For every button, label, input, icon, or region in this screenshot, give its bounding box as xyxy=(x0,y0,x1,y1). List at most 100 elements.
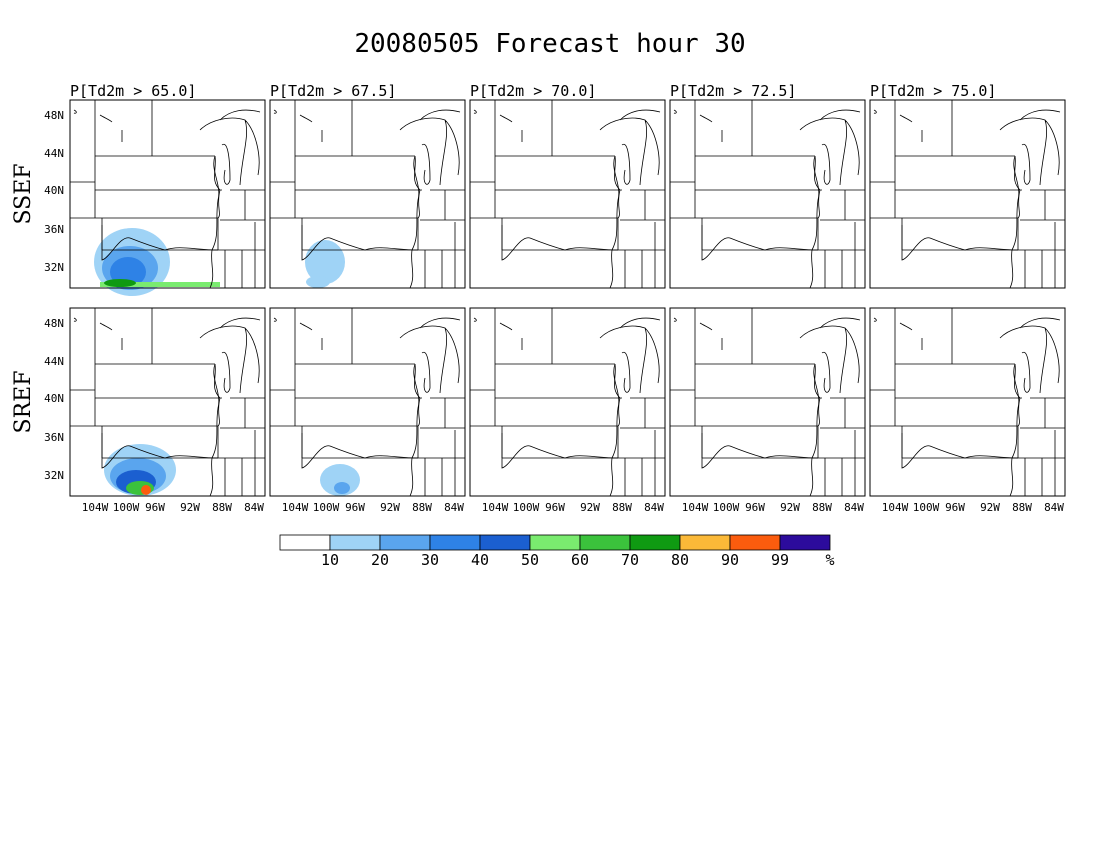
row-label: SREF xyxy=(11,371,36,434)
lat-label: 44N xyxy=(44,147,64,160)
lon-label: 100W xyxy=(713,501,740,514)
lon-label: 96W xyxy=(345,501,365,514)
lon-label: 84W xyxy=(444,501,464,514)
lon-label: 100W xyxy=(313,501,340,514)
lat-label: 36N xyxy=(44,431,64,444)
lat-label: 44N xyxy=(44,355,64,368)
lon-label: 92W xyxy=(180,501,200,514)
map-panel xyxy=(869,99,1066,289)
lon-label: 88W xyxy=(412,501,432,514)
map-panel xyxy=(669,99,866,289)
lat-label: 32N xyxy=(44,469,64,482)
basemap xyxy=(469,99,666,289)
lon-label: 92W xyxy=(980,501,1000,514)
lon-label: 84W xyxy=(844,501,864,514)
map-panel xyxy=(869,307,1066,497)
basemap xyxy=(269,99,466,289)
map-panel xyxy=(269,307,466,497)
colorbar-box xyxy=(379,534,431,551)
lon-label: 104W xyxy=(882,501,909,514)
colorbar-label: 50 xyxy=(521,551,539,569)
colorbar-label: 99 xyxy=(771,551,789,569)
basemap xyxy=(869,307,1066,497)
colorbar-label: 70 xyxy=(621,551,639,569)
lon-label: 92W xyxy=(780,501,800,514)
basemap xyxy=(469,307,666,497)
panel-frame xyxy=(469,307,666,497)
panel-frame xyxy=(269,99,466,289)
colorbar-label: 20 xyxy=(371,551,389,569)
lon-label: 104W xyxy=(82,501,109,514)
map-panel xyxy=(69,99,266,289)
map-panel xyxy=(469,99,666,289)
panel-frame xyxy=(269,307,466,497)
lon-label: 92W xyxy=(580,501,600,514)
panel-frame xyxy=(69,99,266,289)
lon-label: 100W xyxy=(113,501,140,514)
lon-label: 104W xyxy=(482,501,509,514)
lat-label: 32N xyxy=(44,261,64,274)
lon-label: 84W xyxy=(244,501,264,514)
colorbar-label: 30 xyxy=(421,551,439,569)
lat-label: 48N xyxy=(44,317,64,330)
lon-label: 96W xyxy=(145,501,165,514)
lon-label: 88W xyxy=(1012,501,1032,514)
lat-label: 48N xyxy=(44,109,64,122)
panel-frame xyxy=(669,99,866,289)
basemap xyxy=(269,307,466,497)
lon-label: 104W xyxy=(282,501,309,514)
lon-label: 100W xyxy=(913,501,940,514)
basemap xyxy=(669,99,866,289)
lat-label: 36N xyxy=(44,223,64,236)
map-panel xyxy=(69,307,266,497)
panel-title: P[Td2m > 65.0] xyxy=(70,82,196,100)
colorbar-box xyxy=(329,534,381,551)
panel-title: P[Td2m > 72.5] xyxy=(670,82,796,100)
prob-shading xyxy=(94,228,360,496)
colorbar-box xyxy=(579,534,631,551)
colorbar-label: 90 xyxy=(721,551,739,569)
map-panel xyxy=(269,99,466,289)
panel-title: P[Td2m > 70.0] xyxy=(470,82,596,100)
basemap xyxy=(669,307,866,497)
lon-label: 96W xyxy=(745,501,765,514)
panel-frame xyxy=(669,307,866,497)
title: 20080505 Forecast hour 30 xyxy=(354,29,745,59)
colorbar-box xyxy=(279,534,331,551)
lat-label: 40N xyxy=(44,184,64,197)
row-label: SSEF xyxy=(11,163,36,224)
colorbar-box xyxy=(779,534,831,551)
lon-label: 88W xyxy=(812,501,832,514)
panel-frame xyxy=(869,99,1066,289)
map-panel xyxy=(669,307,866,497)
map-panel xyxy=(469,307,666,497)
colorbar-box xyxy=(479,534,531,551)
lon-label: 96W xyxy=(945,501,965,514)
lon-label: 96W xyxy=(545,501,565,514)
panel-frame xyxy=(869,307,1066,497)
lon-label: 100W xyxy=(513,501,540,514)
lat-label: 40N xyxy=(44,392,64,405)
colorbar-label: 80 xyxy=(671,551,689,569)
colorbar-box xyxy=(679,534,731,551)
panels xyxy=(94,228,360,496)
panel-frame xyxy=(69,307,266,497)
colorbar-box xyxy=(529,534,581,551)
lon-label: 84W xyxy=(644,501,664,514)
lon-label: 88W xyxy=(612,501,632,514)
lon-label: 88W xyxy=(212,501,232,514)
lon-label: 104W xyxy=(682,501,709,514)
colorbar-box xyxy=(629,534,681,551)
colorbar-box xyxy=(429,534,481,551)
lon-label: 84W xyxy=(1044,501,1064,514)
colorbar-label: 40 xyxy=(471,551,489,569)
panel-frame xyxy=(469,99,666,289)
colorbar-label: 60 xyxy=(571,551,589,569)
colorbar-box xyxy=(729,534,781,551)
colorbar-label: % xyxy=(825,551,834,569)
colorbar-label: 10 xyxy=(321,551,339,569)
panel-title: P[Td2m > 75.0] xyxy=(870,82,996,100)
lon-label: 92W xyxy=(380,501,400,514)
basemap xyxy=(869,99,1066,289)
